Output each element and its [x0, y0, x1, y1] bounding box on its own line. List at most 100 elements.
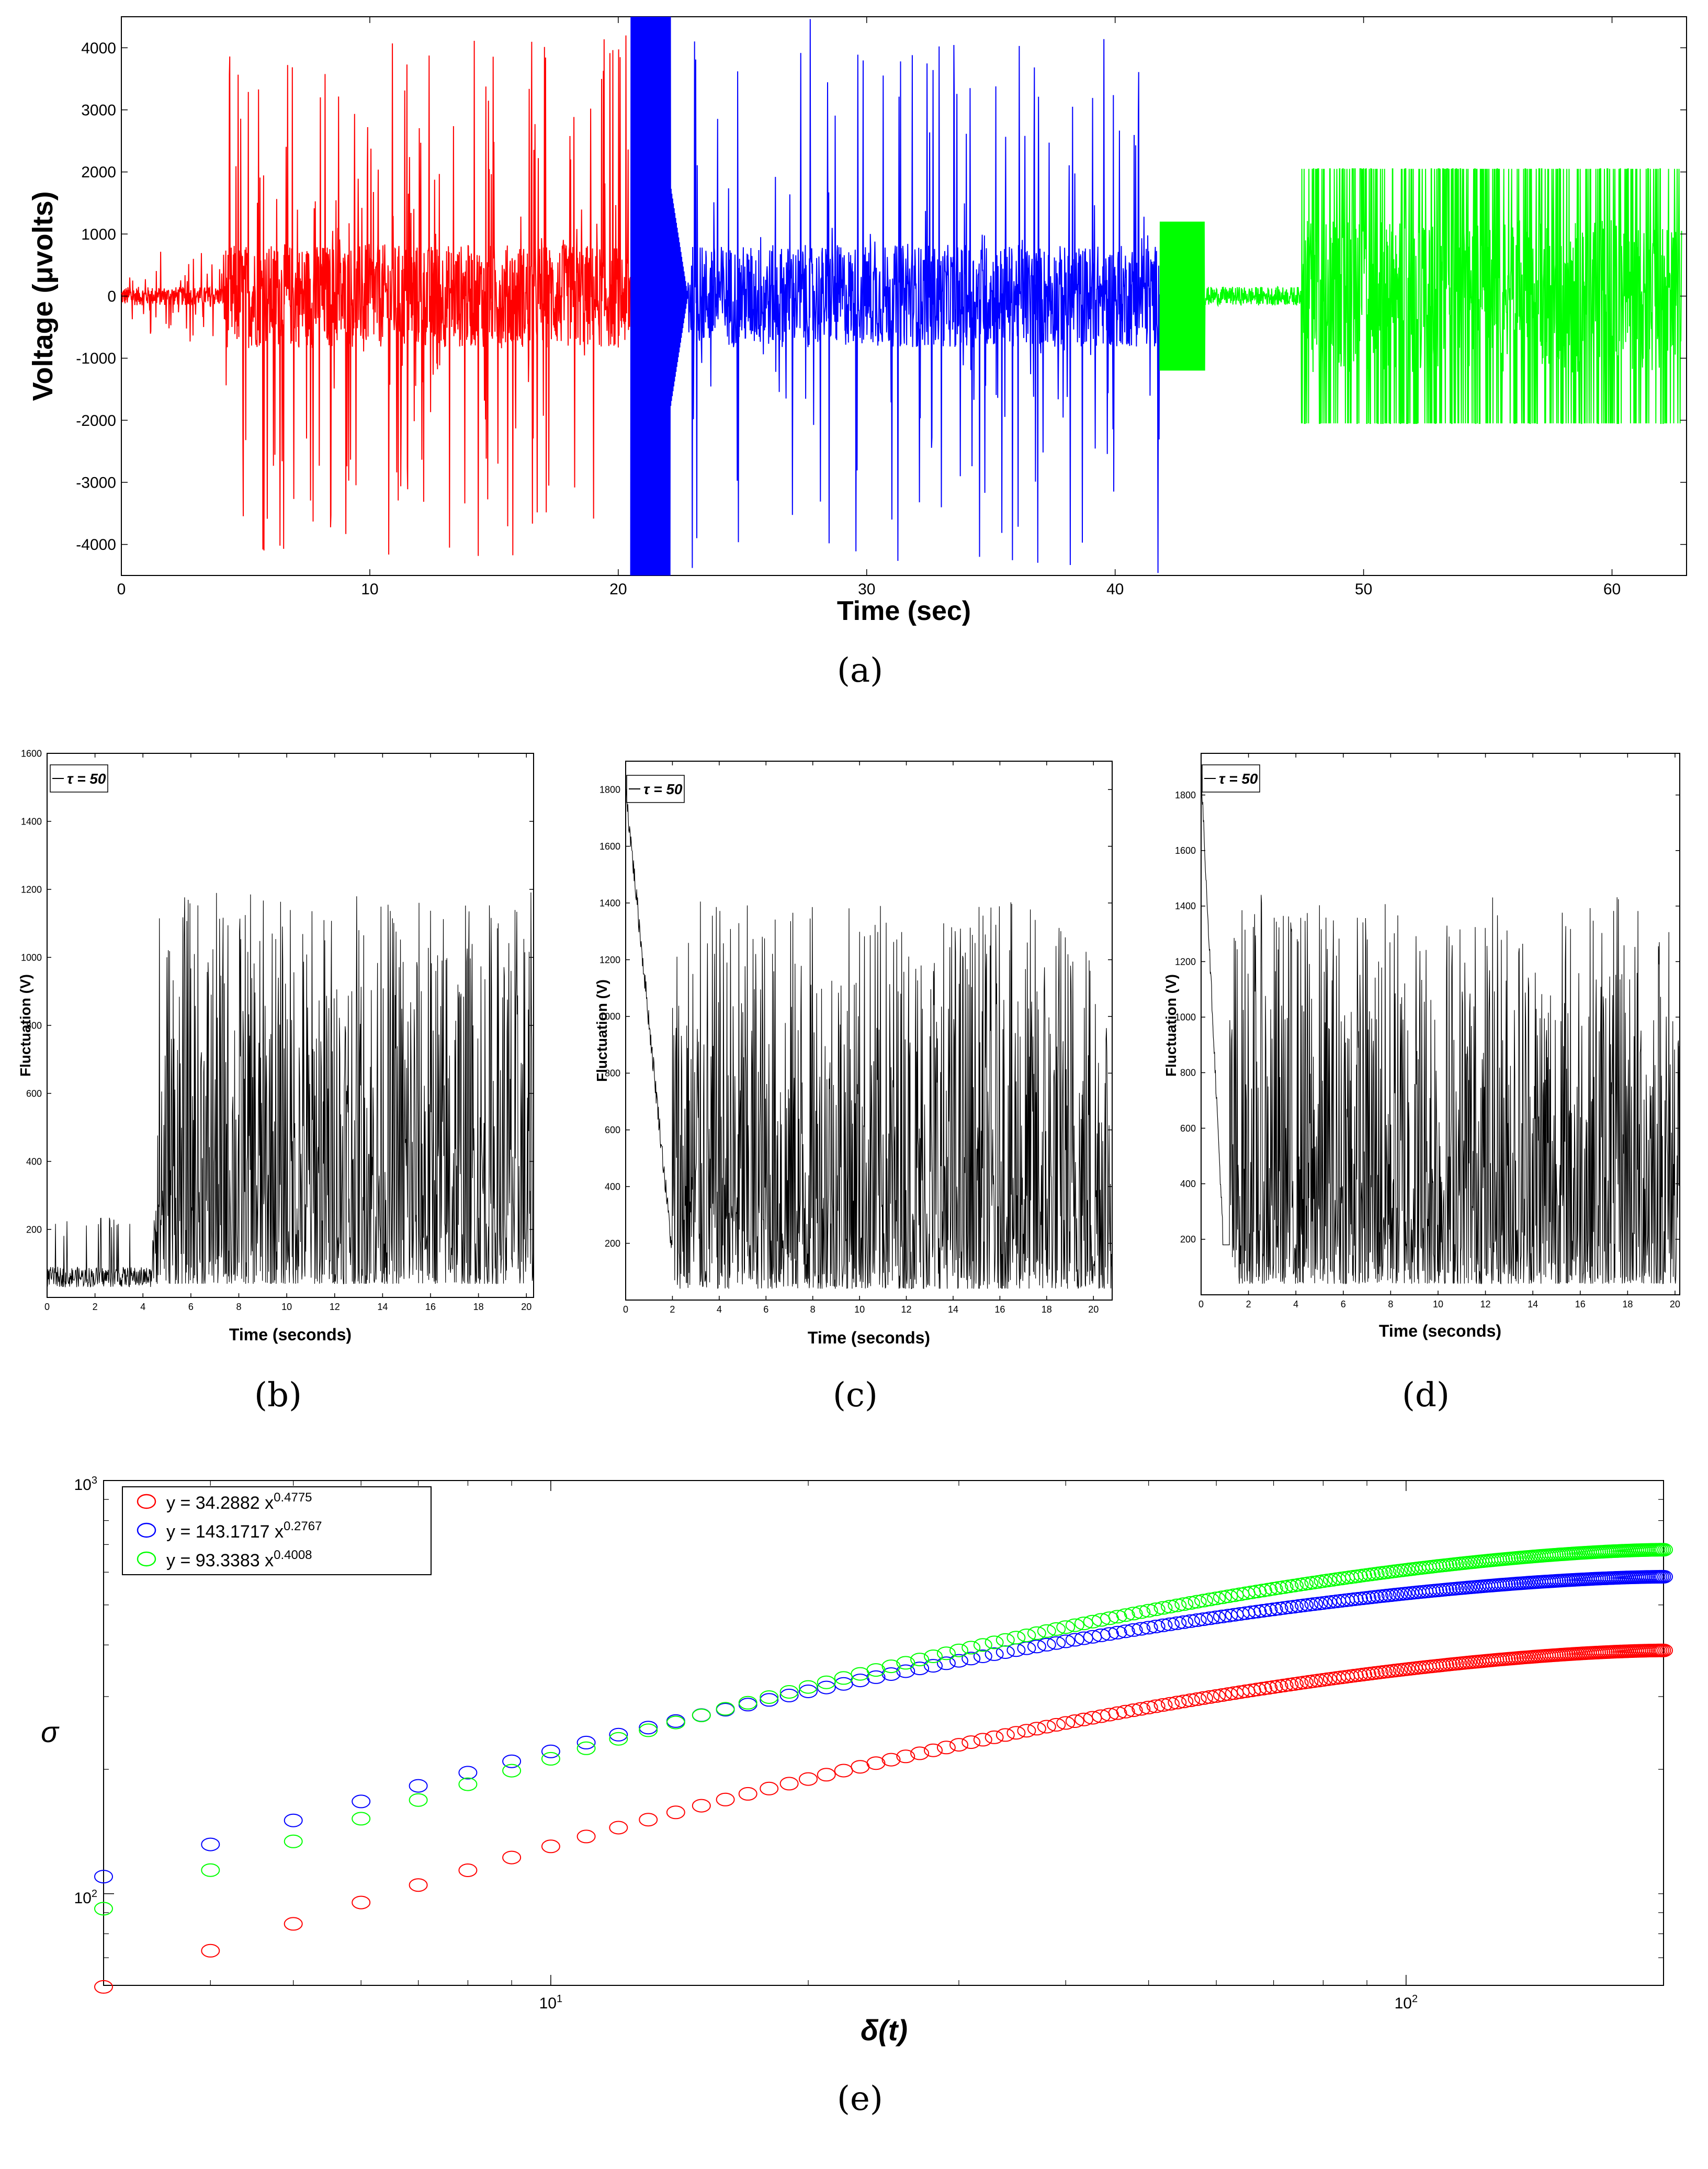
chart-e-point-red — [760, 1781, 779, 1795]
chart-e-point-green — [1201, 1592, 1220, 1607]
chart-c-series-line — [625, 790, 1113, 1290]
chart-e-point-red — [409, 1878, 428, 1892]
chart-c: 0 2 4 6 8 10 12 14 16 18 20 200 400 600 800 1000 1200 140… — [594, 761, 1113, 1347]
chart-e-point-blue — [1153, 1618, 1173, 1632]
chart-e-point-red — [94, 1980, 113, 1994]
chart-e-point-blue — [541, 1744, 560, 1758]
chart-e-point-red — [936, 1741, 956, 1755]
chart-d-series-line — [1201, 770, 1680, 1285]
chart-e-point-green — [1027, 1626, 1046, 1640]
chart-a-series-segment-1 — [121, 35, 631, 556]
chart-e-point-red — [1108, 1706, 1127, 1720]
chart-e-point-green — [1174, 1597, 1194, 1611]
chart-c-ytick-label: 1200 — [600, 955, 620, 965]
chart-c-xtick-label: 0 — [623, 1304, 628, 1315]
chart-e-point-green — [924, 1650, 943, 1663]
chart-e-point-blue — [949, 1654, 968, 1668]
chart-c-ytick-label: 1000 — [600, 1011, 620, 1022]
chart-d-xtick-label: 12 — [1480, 1299, 1491, 1309]
chart-e-point-red — [1219, 1687, 1238, 1701]
chart-c-xtick-label: 20 — [1088, 1304, 1099, 1315]
chart-c-ytick-label: 1400 — [600, 898, 620, 908]
chart-e-ylabel: σ — [41, 1715, 60, 1748]
chart-b-xtick-label: 10 — [281, 1302, 292, 1312]
chart-e-point-red — [973, 1733, 992, 1747]
chart-e-point-green — [666, 1715, 685, 1730]
chart-e-point-green — [201, 1863, 220, 1877]
chart-e-point-green — [996, 1633, 1015, 1647]
chart-d-ytick-label: 1000 — [1175, 1012, 1196, 1023]
chart-e-point-red — [817, 1768, 836, 1782]
chart-d-ytick-label: 600 — [1180, 1123, 1196, 1134]
chart-e-point-red — [1181, 1693, 1201, 1707]
chart-e-point-blue — [201, 1837, 220, 1851]
chart-c-xtick-label: 10 — [854, 1304, 865, 1315]
chart-e-point-green — [1074, 1617, 1093, 1631]
chart-e-frame — [103, 1480, 1664, 1986]
chart-d-ytick-label: 400 — [1180, 1179, 1196, 1189]
chart-e-point-red — [834, 1764, 853, 1778]
chart-e-point-red — [866, 1756, 886, 1770]
chart-e-point-green — [1207, 1591, 1226, 1606]
caption-a: (a) — [837, 651, 884, 690]
chart-b-xtick-label: 8 — [236, 1302, 241, 1312]
chart-e-xtick-label: 101 — [539, 1993, 563, 2012]
chart-e-point-blue — [779, 1688, 799, 1702]
chart-e-point-blue — [502, 1754, 522, 1768]
chart-c-xtick-label: 2 — [670, 1304, 675, 1315]
chart-e-point-red — [1017, 1724, 1036, 1738]
chart-e-point-blue — [1132, 1622, 1151, 1636]
chart-e-point-red — [1174, 1694, 1194, 1709]
chart-e-legend-green-exp: 0.4008 — [274, 1548, 312, 1562]
chart-c-xtick-label: 4 — [717, 1304, 722, 1315]
chart-a-xtick-label: 10 — [361, 581, 378, 598]
chart-e-point-blue — [985, 1647, 1004, 1661]
chart-e-point-green — [936, 1646, 956, 1660]
chart-b-xlabel: Time (seconds) — [229, 1325, 352, 1344]
chart-e-xtick-exp: 1 — [557, 1993, 562, 2005]
chart-e-point-red — [576, 1829, 596, 1844]
chart-e-point-red — [502, 1850, 522, 1865]
chart-a-xtick-label: 30 — [858, 581, 875, 598]
chart-e-point-green — [1116, 1608, 1135, 1622]
chart-b-ytick-label: 200 — [26, 1224, 42, 1235]
chart-e-point-blue — [1100, 1627, 1119, 1641]
chart-e-point-red — [1132, 1702, 1151, 1716]
chart-e-point-red — [1213, 1688, 1232, 1702]
chart-e-point-blue — [936, 1656, 956, 1670]
chart-e-xlabel: δ(t) — [861, 2014, 908, 2047]
chart-e-point-green — [1225, 1588, 1244, 1602]
chart-e-legend-red-exp: 0.4775 — [274, 1490, 312, 1505]
chart-e-point-red — [666, 1805, 685, 1820]
chart-d-xtick-label: 4 — [1293, 1299, 1298, 1309]
chart-e-point-blue — [1056, 1634, 1076, 1648]
chart-e-point-green — [896, 1656, 915, 1670]
chart-d-xtick-label: 14 — [1528, 1299, 1538, 1309]
chart-b-ytick-label: 1600 — [21, 748, 42, 759]
chart-e-point-green — [541, 1752, 560, 1766]
chart-e-point-red — [851, 1760, 870, 1774]
chart-e-point-green — [1006, 1631, 1026, 1645]
chart-d-ytick-label: 1400 — [1175, 901, 1196, 911]
chart-b-ytick-label: 600 — [26, 1088, 42, 1099]
chart-e-point-red — [1074, 1712, 1093, 1726]
chart-e-point-blue — [1187, 1613, 1207, 1627]
chart-e-legend-red: y = 34.2882 x0.4775 — [166, 1490, 312, 1513]
chart-e-legend-blue: y = 143.1717 x0.2767 — [166, 1519, 322, 1542]
chart-e-point-green — [458, 1777, 478, 1791]
chart-b-ytick-label: 1000 — [21, 952, 42, 963]
chart-e-point-blue — [924, 1659, 943, 1673]
chart-e-point-blue — [352, 1794, 371, 1809]
chart-e-point-green — [639, 1723, 658, 1737]
chart-a-xtick-label: 20 — [609, 581, 627, 598]
chart-a-ytick-label: -4000 — [76, 536, 116, 553]
chart-e-xtick-base: 10 — [539, 1995, 557, 2012]
chart-c-ytick-label: 600 — [605, 1125, 620, 1135]
chart-e-point-red — [985, 1730, 1004, 1744]
chart-c-series — [625, 790, 1113, 1290]
chart-e-point-red — [924, 1743, 943, 1757]
chart-e-point-green — [799, 1680, 818, 1694]
chart-e-point-green — [738, 1696, 757, 1710]
chart-e-point-blue — [1161, 1617, 1180, 1631]
